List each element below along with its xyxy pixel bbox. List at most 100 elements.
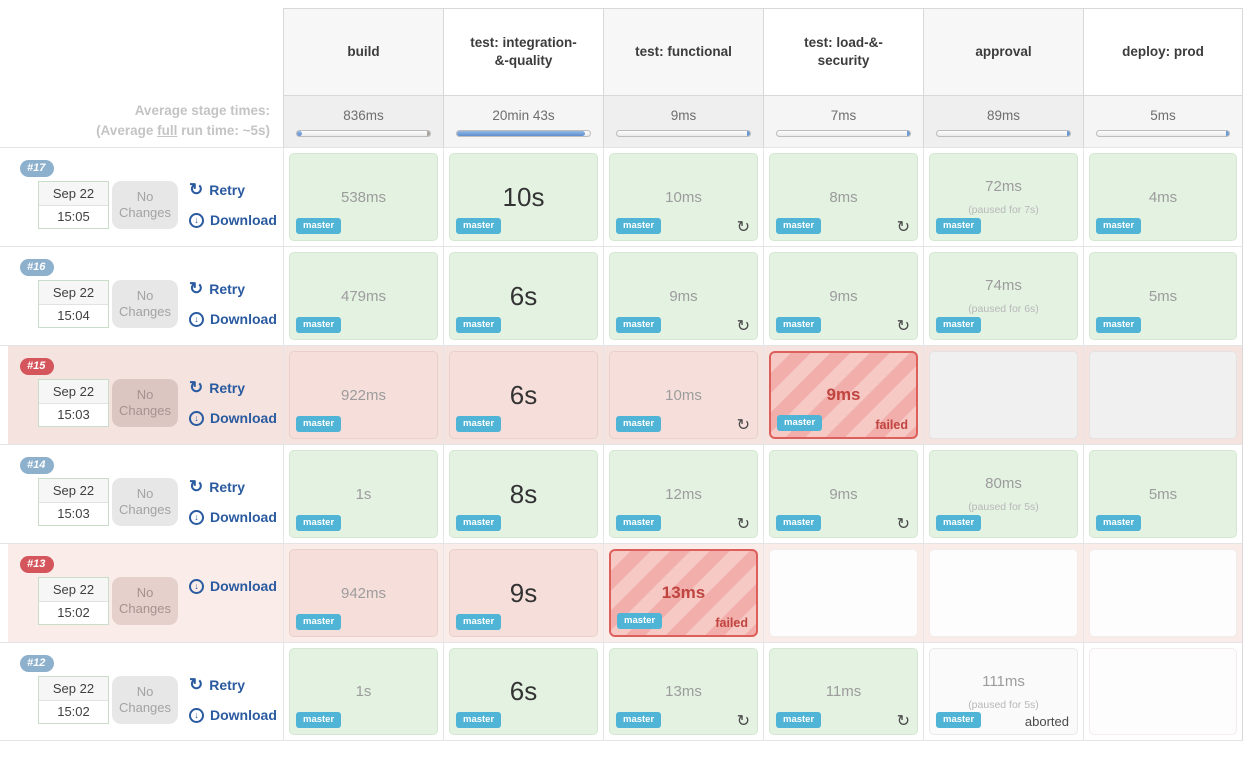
retry-button[interactable]: ↻ Retry xyxy=(189,477,246,497)
stage-header-deploy-prod: deploy: prod xyxy=(1083,8,1243,95)
stage-cell-container: 6s master xyxy=(443,642,603,741)
build-number-badge[interactable]: #12 xyxy=(20,655,55,672)
stage-cell[interactable]: 9ms master ↻ xyxy=(769,252,918,340)
stage-cell-container: 11ms master ↻ xyxy=(763,642,923,741)
download-button[interactable]: ↓ Download xyxy=(189,707,277,723)
stage-cell[interactable]: 942ms master xyxy=(289,549,438,637)
build-number-badge[interactable]: #13 xyxy=(20,556,55,573)
stage-cell[interactable]: 479ms master xyxy=(289,252,438,340)
stage-cell[interactable]: 6s master xyxy=(449,252,598,340)
stage-duration: 13ms xyxy=(661,583,706,602)
download-button[interactable]: ↓ Download xyxy=(189,578,277,594)
stage-cell-container xyxy=(923,345,1083,444)
stage-cell[interactable]: 72ms (paused for 7s) master xyxy=(929,153,1078,241)
stage-cell[interactable]: 5ms master xyxy=(1089,450,1237,538)
stage-cell[interactable]: 6s master xyxy=(449,648,598,735)
stage-cell[interactable]: 5ms master xyxy=(1089,252,1237,340)
stage-retry-icon[interactable]: ↻ xyxy=(736,219,750,236)
stage-cell[interactable]: 9ms master ↻ xyxy=(769,450,918,538)
average-stage-times-label: Average stage times: xyxy=(134,102,270,118)
branch-badge: master xyxy=(456,416,502,432)
stage-cell[interactable]: 538ms master xyxy=(289,153,438,241)
stage-retry-icon[interactable]: ↻ xyxy=(736,318,750,335)
build-date-link[interactable]: Sep 22 15:02 xyxy=(38,676,109,724)
download-button[interactable]: ↓ Download xyxy=(189,509,277,525)
stage-retry-icon[interactable]: ↻ xyxy=(736,417,750,434)
stage-cell-not-run xyxy=(929,351,1078,439)
retry-button[interactable]: ↻ Retry xyxy=(189,378,246,398)
stage-cell[interactable]: 1s master xyxy=(289,648,438,735)
stage-retry-icon[interactable]: ↻ xyxy=(896,318,910,335)
stage-cell[interactable]: 80ms (paused for 5s) master xyxy=(929,450,1078,538)
pipeline-stage-view: build test: integration-&-quality test: … xyxy=(0,8,1252,741)
stage-retry-icon[interactable]: ↻ xyxy=(896,713,910,730)
stage-retry-icon[interactable]: ↻ xyxy=(896,219,910,236)
download-button[interactable]: ↓ Download xyxy=(189,410,277,426)
average-duration: 89ms xyxy=(986,108,1020,123)
stage-duration: 111ms xyxy=(982,672,1025,690)
download-icon: ↓ xyxy=(189,707,204,723)
retry-button[interactable]: ↻ Retry xyxy=(189,279,246,299)
failed-status-label: failed xyxy=(875,418,908,432)
stage-header-test-integration-quality: test: integration-&-quality xyxy=(443,8,603,95)
stage-header-label: approval xyxy=(975,43,1032,59)
build-info-12: #12 Sep 22 15:02 No Changes ↻ Retry ↓ Downl… xyxy=(0,642,283,741)
stage-cell[interactable]: 8ms master ↻ xyxy=(769,153,918,241)
stage-cell-failed[interactable]: 9ms master failed xyxy=(769,351,918,439)
stage-cell[interactable]: 12ms master ↻ xyxy=(609,450,758,538)
build-date-link[interactable]: Sep 22 15:05 xyxy=(38,181,109,229)
stage-cell-aborted[interactable]: 111ms (paused for 5s) master aborted xyxy=(929,648,1078,735)
download-icon: ↓ xyxy=(189,212,204,228)
stage-cell-container xyxy=(923,543,1083,642)
build-number-badge[interactable]: #16 xyxy=(20,259,55,276)
stage-cell[interactable]: 11ms master ↻ xyxy=(769,648,918,735)
build-date-link[interactable]: Sep 22 15:02 xyxy=(38,577,109,625)
stage-cell-container: 538ms master xyxy=(283,147,443,246)
build-number-badge[interactable]: #15 xyxy=(20,358,55,375)
build-number-badge[interactable]: #14 xyxy=(20,457,55,474)
stage-cell[interactable]: 10ms master ↻ xyxy=(609,153,758,241)
stage-cell-container xyxy=(1083,345,1243,444)
build-date: Sep 22 xyxy=(39,677,108,701)
branch-badge: master xyxy=(1096,218,1142,234)
stage-cell[interactable]: 10s master xyxy=(449,153,598,241)
download-button[interactable]: ↓ Download xyxy=(189,212,277,228)
no-changes-label: No Changes xyxy=(112,379,178,427)
stage-cell[interactable]: 8s master xyxy=(449,450,598,538)
stage-cell[interactable]: 10ms master ↻ xyxy=(609,351,758,439)
stage-retry-icon[interactable]: ↻ xyxy=(736,516,750,533)
branch-badge: master xyxy=(616,416,662,432)
retry-button[interactable]: ↻ Retry xyxy=(189,180,246,200)
stage-cell[interactable]: 13ms master ↻ xyxy=(609,648,758,735)
stage-cell-failed[interactable]: 13ms master failed xyxy=(609,549,758,637)
stage-cell-container: 6s master xyxy=(443,345,603,444)
stage-cell-container: 9ms master failed xyxy=(763,345,923,444)
build-date-link[interactable]: Sep 22 15:04 xyxy=(38,280,109,328)
stage-cell[interactable]: 9ms master ↻ xyxy=(609,252,758,340)
stage-cell[interactable]: 4ms master xyxy=(1089,153,1237,241)
download-button[interactable]: ↓ Download xyxy=(189,311,277,327)
stage-retry-icon[interactable]: ↻ xyxy=(896,516,910,533)
stage-cell-container: 479ms master xyxy=(283,246,443,345)
stage-cell[interactable]: 6s master xyxy=(449,351,598,439)
build-number-badge[interactable]: #17 xyxy=(20,160,55,177)
build-date-link[interactable]: Sep 22 15:03 xyxy=(38,478,109,526)
stage-cell[interactable]: 1s master xyxy=(289,450,438,538)
stage-cell-container: 4ms master xyxy=(1083,147,1243,246)
stage-cell[interactable]: 922ms master xyxy=(289,351,438,439)
no-changes-label: No Changes xyxy=(112,280,178,328)
stage-cell-container: 5ms master xyxy=(1083,246,1243,345)
build-date-link[interactable]: Sep 22 15:03 xyxy=(38,379,109,427)
stage-duration: 6s xyxy=(509,676,538,706)
branch-badge: master xyxy=(296,218,342,234)
stage-cell[interactable]: 9s master xyxy=(449,549,598,637)
build-time: 15:05 xyxy=(57,209,90,225)
stage-duration: 9ms xyxy=(829,485,858,503)
branch-badge: master xyxy=(616,515,662,531)
stage-retry-icon[interactable]: ↻ xyxy=(736,713,750,730)
stage-cell-container: 10ms master ↻ xyxy=(603,345,763,444)
stage-cell[interactable]: 74ms (paused for 6s) master xyxy=(929,252,1078,340)
branch-badge: master xyxy=(936,317,982,333)
retry-button[interactable]: ↻ Retry xyxy=(189,675,246,695)
retry-icon: ↻ xyxy=(189,675,204,695)
